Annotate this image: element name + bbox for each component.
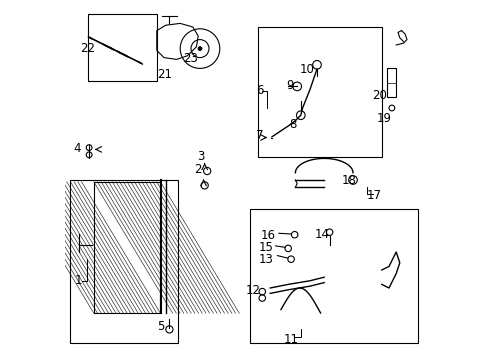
Text: 10: 10 (299, 63, 315, 76)
Text: 15: 15 (258, 241, 273, 254)
Text: 11: 11 (283, 333, 298, 346)
Text: 12: 12 (246, 284, 261, 297)
Text: 21: 21 (158, 68, 172, 81)
Text: 19: 19 (376, 112, 392, 125)
Text: 22: 22 (80, 42, 96, 55)
Text: 17: 17 (367, 189, 382, 202)
Text: 5: 5 (157, 320, 165, 333)
Text: 20: 20 (372, 89, 387, 102)
Circle shape (198, 47, 202, 50)
Text: 2: 2 (194, 163, 201, 176)
Text: 1: 1 (74, 274, 82, 287)
Text: 9: 9 (287, 79, 294, 92)
Text: 7: 7 (256, 129, 264, 142)
Text: 8: 8 (289, 118, 296, 131)
Text: 6: 6 (256, 84, 264, 97)
Text: 23: 23 (183, 52, 198, 65)
Text: 13: 13 (258, 253, 273, 266)
Text: 3: 3 (197, 150, 205, 163)
Text: 14: 14 (315, 228, 330, 241)
Text: 18: 18 (342, 174, 357, 187)
Bar (387, 68, 396, 97)
Bar (94, 182, 160, 313)
Text: 16: 16 (260, 229, 275, 242)
Text: 4: 4 (73, 142, 81, 155)
